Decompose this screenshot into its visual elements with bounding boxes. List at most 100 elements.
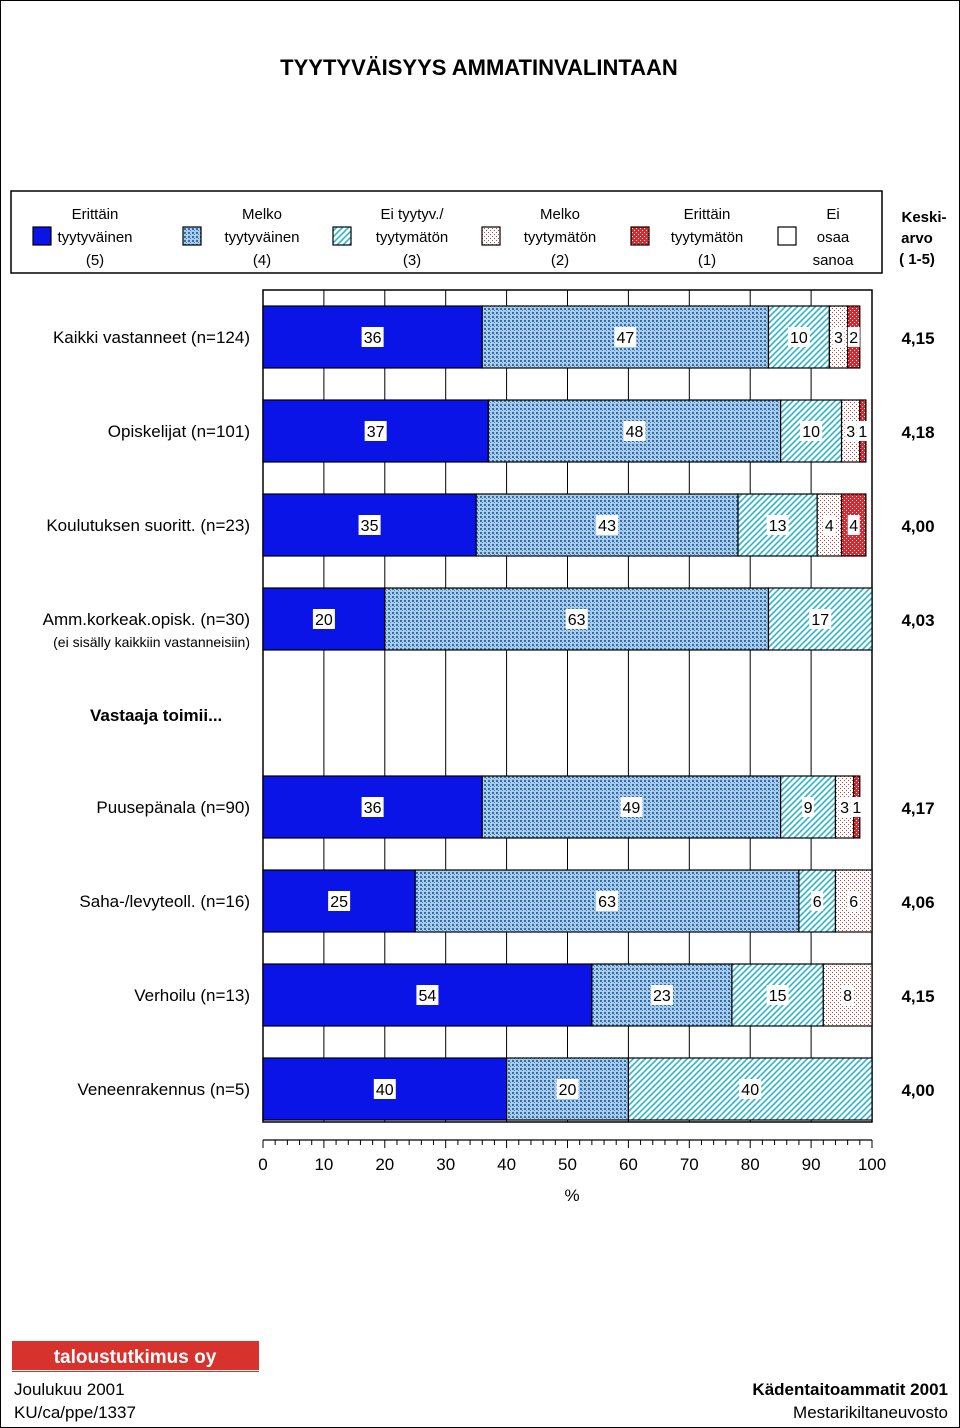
data-label: 4 (825, 518, 834, 535)
x-tick-label: 50 (558, 1155, 577, 1174)
data-label: 47 (616, 330, 634, 347)
row-mean: 4,15 (901, 329, 934, 348)
footer-right-title: Kädentaitoammatit 2001 (752, 1380, 948, 1399)
data-label: 48 (626, 424, 644, 441)
footer-date: Joulukuu 2001 (14, 1380, 125, 1399)
data-label-bg (361, 797, 384, 817)
data-label-bg (811, 891, 824, 911)
row-mean: 4,18 (901, 423, 934, 442)
data-label: 3 (840, 800, 849, 817)
x-axis-label: % (564, 1186, 579, 1205)
data-label: 63 (568, 612, 586, 629)
data-label: 3 (846, 424, 855, 441)
row-label: Saha-/levyteoll. (n=16) (79, 892, 250, 911)
row-mean: 4,00 (901, 517, 934, 536)
row-mean: 4,15 (901, 987, 934, 1006)
data-label-bg (847, 891, 860, 911)
legend-label-very-satisfied: Erittäin (72, 206, 119, 223)
data-label: 23 (653, 988, 671, 1005)
row-label: Kaikki vastanneet (n=124) (53, 328, 250, 347)
legend-swatch-neutral (332, 226, 352, 246)
x-tick-label: 30 (436, 1155, 455, 1174)
data-label: 6 (849, 894, 858, 911)
legend-label-fairly-satisfied: tyytyväinen (224, 229, 299, 246)
data-label-bg (328, 891, 351, 911)
x-tick-label: 80 (741, 1155, 760, 1174)
x-tick-label: 90 (802, 1155, 821, 1174)
data-label: 1 (858, 424, 867, 441)
data-label: 40 (741, 1082, 759, 1099)
section-label: Vastaaja toimii... (90, 706, 222, 725)
data-label-bg (832, 327, 845, 347)
data-label-bg (847, 515, 860, 535)
legend-label-very-dissatisfied: (1) (698, 252, 716, 269)
data-label: 20 (559, 1082, 577, 1099)
legend-swatch-fairly-dissatisfied (481, 226, 501, 246)
legend-label-very-satisfied: (5) (86, 252, 104, 269)
data-label-bg (416, 985, 439, 1005)
data-label-bg (358, 515, 381, 535)
legend-box (10, 190, 883, 274)
logo-bar (12, 1341, 259, 1370)
mean-header-line-1: Keski- (901, 209, 946, 226)
data-label-bg (856, 421, 869, 441)
legend-label-neutral: (3) (403, 252, 421, 269)
data-label-bg (596, 891, 619, 911)
data-label: 10 (790, 330, 808, 347)
legend-label-neutral: tyytymätön (376, 229, 449, 246)
data-label-bg (565, 609, 588, 629)
legend-label-fairly-dissatisfied: tyytymätön (524, 229, 597, 246)
data-label-bg (620, 797, 643, 817)
data-label: 36 (364, 800, 382, 817)
data-label-bg (766, 515, 789, 535)
row-label: Verhoilu (n=13) (134, 986, 250, 1005)
data-label-bg (809, 609, 832, 629)
data-label: 43 (598, 518, 616, 535)
legend-label-fairly-dissatisfied: Melko (540, 206, 580, 223)
data-label: 63 (598, 894, 616, 911)
data-label-bg (361, 327, 384, 347)
legend-swatch-very-dissatisfied (630, 226, 650, 246)
data-label-bg (800, 421, 823, 441)
data-label-bg (841, 985, 854, 1005)
data-label-bg (556, 1079, 579, 1099)
legend-label-very-satisfied: tyytyväinen (57, 229, 132, 246)
row-label: Koulutuksen suoritt. (n=23) (46, 516, 250, 535)
row-label: Amm.korkeak.opisk. (n=30) (43, 610, 250, 629)
data-label: 3 (834, 330, 843, 347)
data-label: 36 (364, 330, 382, 347)
legend-swatch-fairly-satisfied (182, 226, 202, 246)
bar-segment-fairly-satisfied (506, 1057, 630, 1121)
x-tick-label: 20 (375, 1155, 394, 1174)
data-label: 49 (623, 800, 641, 817)
x-tick-label: 70 (680, 1155, 699, 1174)
data-label: 2 (849, 330, 858, 347)
row-label: Veneenrakennus (n=5) (78, 1080, 251, 1099)
data-label: 13 (769, 518, 787, 535)
chart-title: TYYTYVÄISYYS AMMATINVALINTAAN (280, 55, 678, 80)
x-tick-label: 100 (858, 1155, 886, 1174)
data-label: 9 (804, 800, 813, 817)
data-label: 1 (852, 800, 861, 817)
row-mean: 4,06 (901, 893, 934, 912)
data-label-bg (373, 1079, 396, 1099)
row-mean: 4,00 (901, 1081, 934, 1100)
mean-header: Keski- arvo ( 1-5) (899, 209, 946, 268)
legend-swatch-very-satisfied (32, 226, 52, 246)
legend-label-very-dissatisfied: tyytymätön (671, 229, 744, 246)
data-label: 15 (769, 988, 787, 1005)
legend-label-fairly-satisfied: Melko (242, 206, 282, 223)
footer-right-org: Mestarikiltaneuvosto (793, 1403, 948, 1422)
legend: Erittäin tyytyväinen (5) Melko tyytyväinen (4… (32, 206, 854, 269)
data-label-bg (850, 797, 863, 817)
data-label: 8 (843, 988, 852, 1005)
data-label-bg (838, 797, 851, 817)
mean-header-line-2: arvo (901, 230, 933, 247)
data-label-bg (596, 515, 619, 535)
data-label: 6 (813, 894, 822, 911)
x-axis: 0 10 20 30 40 50 60 70 80 90 100 (258, 1139, 886, 1174)
legend-label-very-dissatisfied: Erittäin (684, 206, 731, 223)
row-label: Opiskelijat (n=101) (108, 422, 250, 441)
data-label-bg (823, 515, 836, 535)
